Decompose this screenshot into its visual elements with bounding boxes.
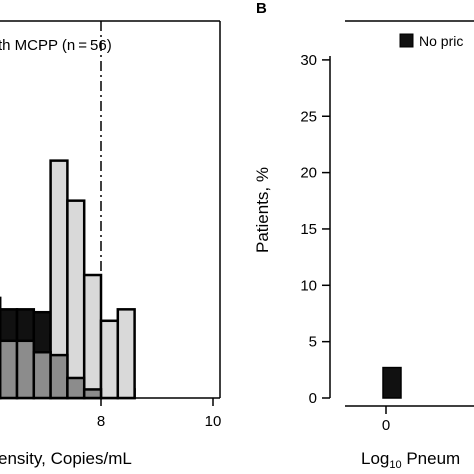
panel-b-x-axis-title-rest: Pneum [402,449,461,468]
panel-a-x-tick-label: 10 [205,413,222,430]
legend-label: No pric [419,33,463,49]
panel-a-x-axis-title: ensity, Copies/mL [0,449,132,468]
panel-b-x-axis-title-subscript: 10 [389,459,401,471]
legend: No pric [399,33,463,49]
panel-a: 8 10 th MCPP (n = 56) ensity, Copies/mL [0,20,222,468]
panel-b-y-tick-label: 20 [300,165,317,182]
panel-a-subtitle: th MCPP (n = 56) [0,37,112,54]
panel-a-bar [82,388,103,400]
panel-b-y-tick-label: 5 [309,334,317,351]
panel-b-y-tick-label: 15 [300,221,317,238]
panel-a-x-tick-label: 8 [97,413,105,430]
panel-b-y-tick-label: 10 [300,277,317,294]
panel-b-y-tick-label: 30 [300,52,317,69]
panel-b-bars [382,366,402,399]
panel-a-bar [66,199,86,400]
panel-a-bar [15,339,36,400]
panel-a-bar [66,376,86,400]
panel-a-bar [116,308,136,400]
panel-a-bar [0,339,19,400]
panel-a-bar [32,350,52,400]
panel-b-y-tick-label: 25 [300,108,317,125]
panel-b-y-axis-title: Patients, % [253,167,272,253]
legend-swatch [399,33,414,48]
panel-b-x-ticks: 0 [382,406,390,434]
panel-b-y-ticks: 0 5 10 15 20 25 30 [300,52,330,407]
panel-letter-b: B [256,0,267,17]
panel-b-x-tick-label: 0 [382,417,390,434]
panel-a-bar [49,353,69,400]
panel-a-x-ticks: 8 10 [97,398,222,430]
panel-b-x-axis-title: Log10 Pneum [361,449,460,471]
panel-a-bar [82,273,103,400]
panel-b-bar [382,366,402,399]
panel-a-bar [99,319,120,400]
panel-b-y-tick-label: 0 [309,390,317,407]
panel-a-bars [0,159,136,400]
panel-b-x-axis-title-main: Log [361,449,389,468]
